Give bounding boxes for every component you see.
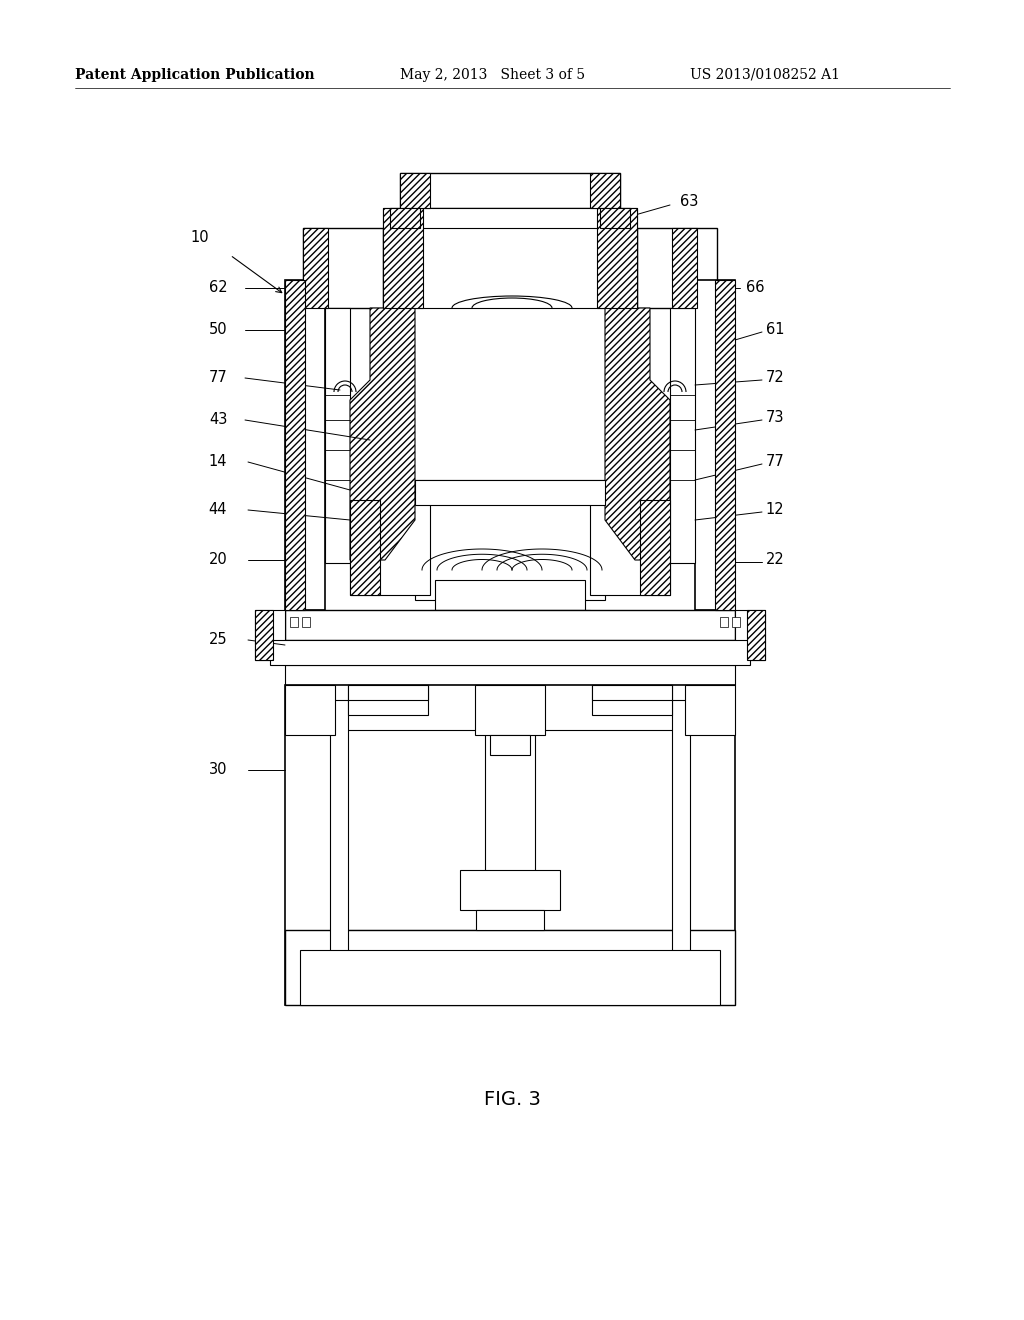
Bar (415, 480, 605, 506)
Text: 63: 63 (680, 194, 698, 210)
Bar (685, 685, 735, 735)
Bar (735, 610, 765, 660)
Text: 25: 25 (209, 632, 227, 648)
Bar (390, 209, 630, 228)
Bar (325, 308, 350, 564)
Bar (637, 228, 717, 308)
Bar (490, 735, 530, 755)
Text: 12: 12 (766, 503, 784, 517)
Text: Patent Application Publication: Patent Application Publication (75, 69, 314, 82)
Text: 30: 30 (209, 763, 227, 777)
Bar (672, 700, 690, 995)
Bar (302, 616, 310, 627)
Bar (303, 228, 383, 308)
Bar (535, 730, 685, 931)
Bar (746, 610, 765, 660)
Bar (300, 950, 720, 1005)
Bar (430, 610, 590, 624)
Bar (475, 685, 545, 735)
Bar (460, 870, 560, 909)
Text: May 2, 2013   Sheet 3 of 5: May 2, 2013 Sheet 3 of 5 (400, 69, 585, 82)
Bar (415, 480, 605, 601)
Bar (383, 209, 423, 308)
Bar (720, 616, 728, 627)
Bar (590, 173, 620, 209)
Text: 72: 72 (766, 371, 784, 385)
Bar (590, 500, 670, 595)
Bar (285, 610, 735, 640)
Bar (592, 685, 672, 700)
Polygon shape (350, 308, 415, 560)
Text: 50: 50 (209, 322, 227, 338)
Bar (640, 500, 670, 595)
Bar (285, 685, 735, 1005)
Bar (390, 209, 420, 228)
Bar (350, 500, 380, 595)
Bar (285, 280, 325, 610)
Text: 62: 62 (209, 281, 227, 296)
Text: 22: 22 (766, 553, 784, 568)
Text: 14: 14 (209, 454, 227, 470)
Bar (255, 610, 273, 660)
Bar (330, 700, 348, 995)
Bar (592, 685, 672, 715)
Bar (348, 685, 428, 715)
Bar (715, 280, 735, 610)
Bar (597, 209, 637, 308)
Bar (435, 579, 585, 610)
Text: 61: 61 (766, 322, 784, 338)
Bar (672, 228, 697, 308)
Text: 73: 73 (766, 411, 784, 425)
Bar (285, 280, 305, 610)
Bar (476, 909, 544, 931)
Bar (383, 209, 637, 308)
Bar (285, 685, 335, 735)
Text: 20: 20 (209, 553, 227, 568)
Bar (600, 209, 630, 228)
Text: FIG. 3: FIG. 3 (483, 1090, 541, 1109)
Text: 66: 66 (745, 281, 764, 296)
Bar (695, 280, 735, 610)
Bar (400, 173, 430, 209)
Polygon shape (605, 308, 670, 560)
Bar (400, 173, 620, 209)
Bar (348, 685, 428, 700)
Bar (285, 931, 735, 1005)
Bar (290, 616, 298, 627)
Text: 77: 77 (766, 454, 784, 470)
Bar (270, 640, 750, 665)
Text: US 2013/0108252 A1: US 2013/0108252 A1 (690, 69, 840, 82)
Text: 77: 77 (209, 371, 227, 385)
Bar (732, 616, 740, 627)
Bar (670, 308, 695, 564)
Text: 44: 44 (209, 503, 227, 517)
Bar (335, 730, 485, 931)
Bar (255, 610, 285, 660)
Text: 43: 43 (209, 412, 227, 428)
Bar (285, 665, 735, 685)
Text: 10: 10 (190, 231, 209, 246)
Bar (350, 500, 430, 595)
Bar (303, 228, 328, 308)
